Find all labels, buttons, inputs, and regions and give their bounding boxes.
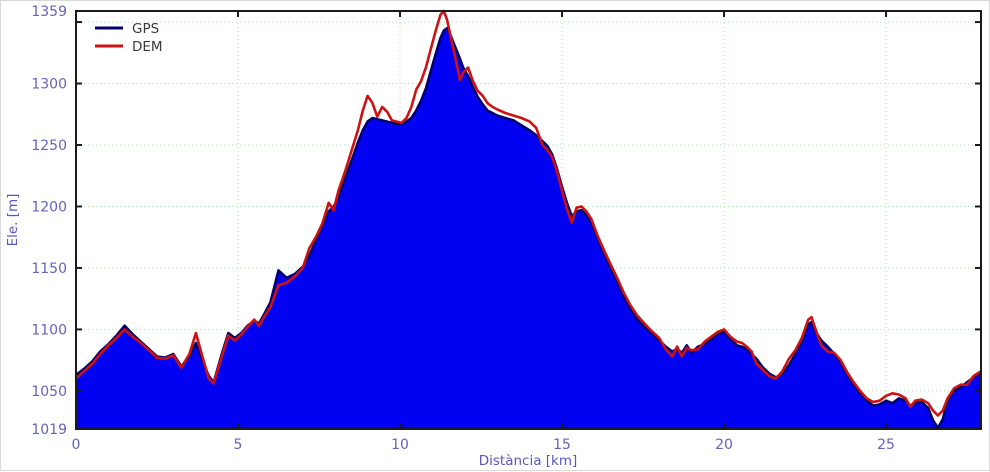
dem-line <box>75 9 982 417</box>
x-tick-label: 15 <box>553 437 571 453</box>
y-tick-label: 1100 <box>31 322 67 338</box>
y-tick-label: 1050 <box>31 384 67 400</box>
legend: GPS DEM <box>95 21 163 55</box>
x-tick-label: 0 <box>72 437 81 453</box>
data-series <box>75 9 982 430</box>
x-tick-label: 25 <box>877 437 895 453</box>
y-tick-label: 1200 <box>31 199 67 215</box>
axis-tick-labels: 1019 1050 1100 1150 1200 1250 1300 1359 0 5 10 15 20… <box>31 4 895 453</box>
gps-area-fill <box>76 28 981 429</box>
y-tick-label: 1300 <box>31 77 67 93</box>
legend-gps-label: GPS <box>132 21 159 37</box>
legend-dem-label: DEM <box>132 39 163 55</box>
y-tick-label: 1019 <box>31 422 67 438</box>
x-axis-title: Distància [km] <box>479 453 578 469</box>
y-tick-label: 1150 <box>31 261 67 277</box>
plot-frame <box>75 10 982 430</box>
y-tick-label: 1359 <box>31 4 67 20</box>
x-tick-label: 20 <box>715 437 733 453</box>
x-tick-label: 5 <box>234 437 243 453</box>
y-axis-title: Ele. [m] <box>5 194 21 247</box>
x-tick-label: 10 <box>391 437 409 453</box>
y-tick-label: 1250 <box>31 138 67 154</box>
